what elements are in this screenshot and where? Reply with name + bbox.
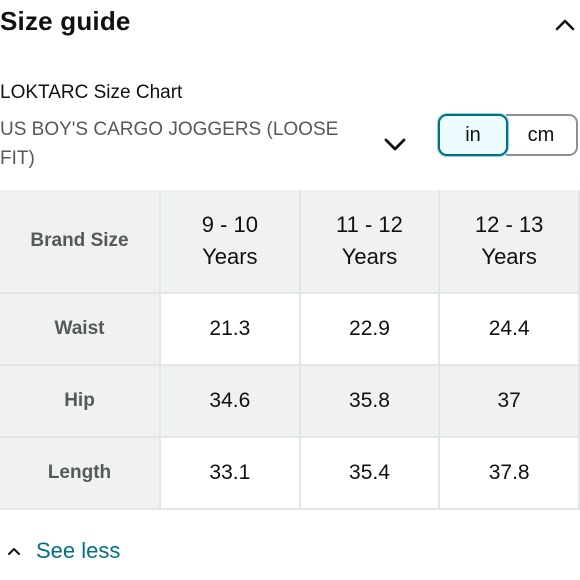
table-cell: 37.8 bbox=[438, 436, 580, 510]
size-table: Brand Size 9 - 10 Years 11 - 12 Years 12… bbox=[0, 190, 580, 510]
see-less-label: See less bbox=[36, 538, 121, 563]
row-label-length: Length bbox=[0, 436, 161, 510]
see-less-link[interactable]: See less bbox=[6, 536, 120, 566]
table-cell: 21.3 bbox=[159, 292, 301, 366]
product-dropdown-button[interactable] bbox=[380, 129, 410, 159]
unit-cm-button[interactable]: cm bbox=[506, 114, 578, 156]
column-header-line1: 12 - 13 bbox=[474, 212, 544, 237]
column-header-line1: 9 - 10 bbox=[201, 212, 258, 237]
page-title: Size guide bbox=[0, 6, 131, 36]
table-cell: 35.8 bbox=[298, 364, 441, 438]
size-chart-name: LOKTARC Size Chart bbox=[0, 82, 183, 103]
table-header-row: Brand Size 9 - 10 Years 11 - 12 Years 12… bbox=[0, 190, 580, 294]
table-row-hip: Hip 34.6 35.8 37 bbox=[0, 364, 580, 438]
chevron-up-icon bbox=[555, 19, 575, 31]
collapse-button[interactable] bbox=[552, 12, 578, 38]
table-cell: 37 bbox=[438, 364, 580, 438]
table-cell: 22.9 bbox=[298, 292, 441, 366]
unit-in-button[interactable]: in bbox=[438, 114, 508, 156]
column-header-12-13: 12 - 13 Years bbox=[438, 190, 580, 294]
product-selector[interactable]: US BOY'S CARGO JOGGERS (LOOSE FIT) bbox=[0, 115, 580, 175]
column-header-line2: Years bbox=[202, 244, 258, 269]
row-label-hip: Hip bbox=[0, 364, 161, 438]
column-header-line1: 11 - 12 bbox=[336, 212, 403, 237]
product-name: US BOY'S CARGO JOGGERS (LOOSE FIT) bbox=[0, 119, 339, 169]
size-guide-header: Size guide bbox=[0, 0, 580, 50]
chevron-up-small-icon bbox=[8, 548, 20, 555]
brand-size-header: Brand Size bbox=[0, 190, 161, 294]
table-cell: 34.6 bbox=[159, 364, 301, 438]
column-header-line2: Years bbox=[341, 244, 398, 269]
table-cell: 24.4 bbox=[438, 292, 580, 366]
column-header-9-10: 9 - 10 Years bbox=[159, 190, 301, 294]
table-cell: 33.1 bbox=[159, 436, 301, 510]
row-label-waist: Waist bbox=[0, 292, 161, 366]
table-cell: 35.4 bbox=[298, 436, 441, 510]
column-header-11-12: 11 - 12 Years bbox=[298, 190, 441, 294]
unit-toggle: in cm bbox=[438, 114, 579, 156]
chevron-down-icon bbox=[384, 138, 406, 151]
table-row-length: Length 33.1 35.4 37.8 bbox=[0, 436, 580, 510]
table-row-waist: Waist 21.3 22.9 24.4 bbox=[0, 292, 580, 366]
column-header-line2: Years bbox=[481, 244, 537, 269]
